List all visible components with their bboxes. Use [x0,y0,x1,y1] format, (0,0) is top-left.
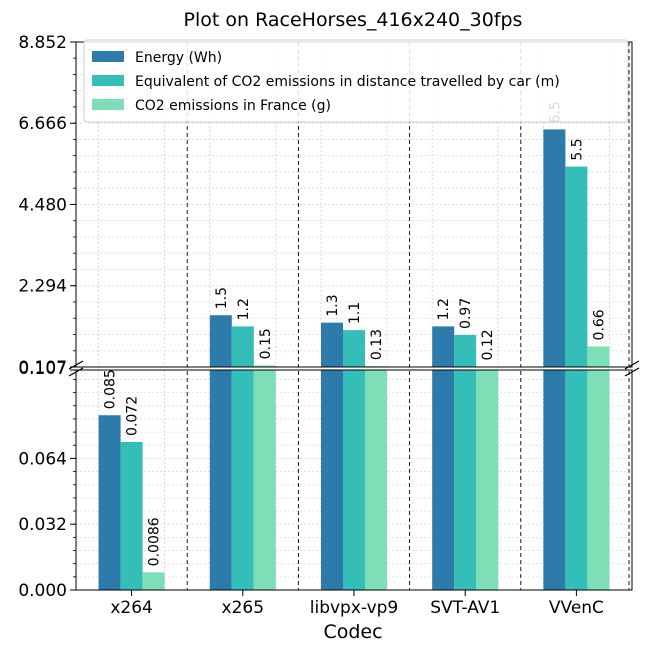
y-tick-label-upper: 4.480 [18,195,67,215]
bar [565,167,587,367]
bar-data-label: 0.66 [591,309,607,340]
x-tick-label: libvpx-vp9 [310,598,399,618]
bar [343,330,365,367]
y-tick-label-lower: 0.000 [18,581,67,601]
legend-label: CO2 emissions in France (g) [135,98,331,114]
bar-data-label: 1.5 [214,287,230,309]
y-tick-label-lower: 0.032 [18,515,67,535]
y-tick-label-lower: 0.064 [18,449,67,469]
chart-title: Plot on RaceHorses_416x240_30fps [184,9,523,31]
bar-data-label: 0.0086 [147,517,163,566]
bar [321,323,343,367]
bar-data-label: 0.085 [103,369,119,409]
legend-label: Equivalent of CO2 emissions in distance … [135,74,560,90]
bar [454,370,476,590]
legend-swatch [92,51,124,62]
bar [587,346,609,367]
bar [543,129,565,367]
x-tick-label: x264 [110,598,153,618]
bar [432,326,454,367]
bar-data-label: 0.13 [369,329,385,360]
bar-data-label: 1.1 [347,302,363,324]
bar [543,370,565,590]
bar [321,370,343,590]
bar [232,370,254,590]
bar-data-label: 0.97 [458,298,474,329]
bar [232,326,254,367]
x-tick-label: VVenC [549,598,604,618]
bar [121,442,143,590]
bar [565,370,587,590]
legend-swatch [92,75,124,86]
bar-data-label: 0.15 [258,328,274,359]
x-tick-label: x265 [222,598,265,618]
bar [587,370,609,590]
bar [343,370,365,590]
x-axis-label: Codec [323,621,382,643]
legend-swatch [92,99,124,110]
bar-data-label: 1.3 [325,294,341,316]
axis-break-gap [77,368,632,370]
bar [210,370,232,590]
bar [254,370,276,590]
y-tick-label-upper: 8.852 [18,33,67,53]
bar-data-label: 5.5 [569,138,585,160]
bar-data-label: 1.2 [436,298,452,320]
bar [476,370,498,590]
bar [432,370,454,590]
y-tick-label-upper: 2.294 [18,277,67,297]
legend: Energy (Wh) Equivalent of CO2 emissions i… [84,40,628,122]
bar [143,572,165,590]
x-tick-label: SVT-AV1 [430,598,500,618]
bar [99,415,121,590]
y-tick-label-upper: 6.666 [18,114,67,134]
bar [365,370,387,590]
bar [210,315,232,367]
bar [454,335,476,367]
legend-label: Energy (Wh) [135,50,222,66]
y-tick-label-upper: 0.107 [18,358,67,378]
bar-data-label: 1.2 [236,298,252,320]
bar-data-label: 0.12 [480,329,496,360]
bar-data-label: 0.072 [125,396,141,436]
